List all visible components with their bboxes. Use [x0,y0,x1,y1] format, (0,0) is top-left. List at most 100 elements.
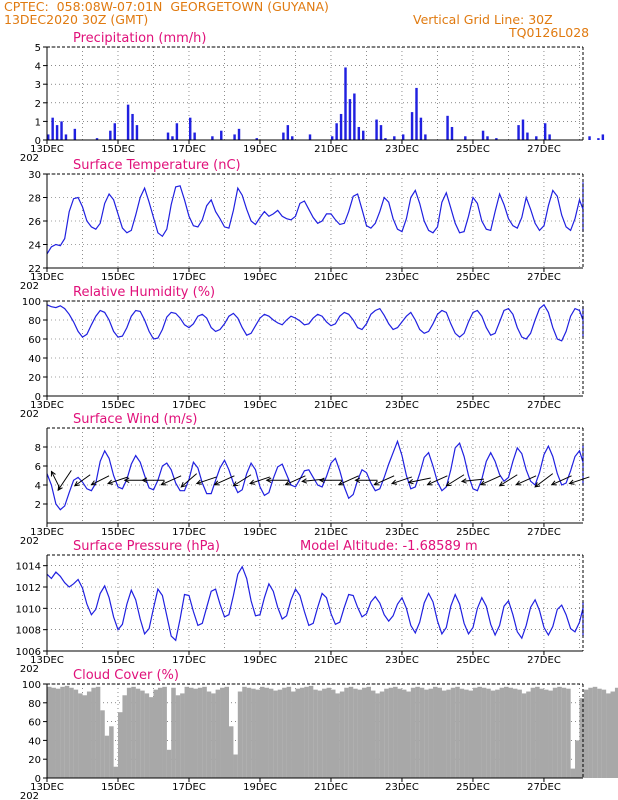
y-tick-label: 1006 [16,647,41,658]
precip-bar [588,136,591,140]
x-tick-label: 17DEC [172,400,206,411]
cloud-bar [592,686,598,778]
precip-bar [526,132,529,140]
cloud-bar [437,687,442,778]
y-tick-label: 26 [28,217,41,228]
cloud-bar [180,693,185,778]
cloud-bar [579,698,584,778]
cloud-bar [357,689,363,778]
precip-bar [415,87,418,140]
precip-bar [353,93,356,140]
wind-arrow [91,475,110,486]
cloud-bar [335,693,340,778]
precip-bar [543,123,547,140]
cloud-bar [464,689,469,778]
rh-series-line [46,303,584,342]
wind-arrow [391,476,413,485]
cloud-bar [486,688,491,778]
cloud-bar [375,693,380,778]
y-tick-label: 4 [35,481,41,492]
cloud-bar [153,689,159,778]
cloud-bar [481,687,487,778]
cloud-bar [126,687,132,778]
x-tick-label: 15DEC [101,144,135,155]
wind-arrow-head [550,480,557,486]
cloud-bar [220,687,225,778]
precip-bar [330,136,334,140]
wind-arrow-head [391,479,398,485]
cloud-bar [428,688,434,778]
cloud-bar [228,726,234,778]
cloud-bar [47,686,52,778]
cloud-bar [299,687,305,778]
wind-arrow [408,477,431,483]
year-label: 202 [20,281,39,292]
precip-bar [379,125,383,140]
cloud-bar [224,686,230,778]
x-tick-label: 13DEC [30,782,64,793]
cloud-bar [495,689,500,778]
precip-bar [362,130,365,140]
cloud-bar [539,688,545,778]
cloud-bar [583,689,589,778]
wind-arrow-head [213,480,220,486]
cloud-title: Cloud Cover (%) [73,668,179,683]
cloud-bar [388,687,394,778]
cloud-bar [202,686,207,778]
cloud-bar [401,689,407,778]
cloud-bar [384,688,389,778]
precip-bar [450,126,454,140]
x-tick-label: 23DEC [385,527,419,538]
y-tick-label: 60 [28,335,41,346]
wind-arrow-head [141,477,148,483]
wind-arrow [196,476,217,485]
cloud-bar [268,688,274,778]
cloud-bar [468,690,474,778]
precip-bar [166,132,170,140]
y-tick-label: 40 [28,354,41,365]
cloud-bar [197,687,203,778]
x-tick-label: 15DEC [101,272,135,283]
x-tick-label: 23DEC [385,782,419,793]
cloud-bar [552,687,558,778]
cloud-bar [610,691,616,778]
temp-title: Surface Temperature (nC) [73,158,241,173]
wind-arrow-head [515,480,522,486]
x-tick-label: 17DEC [172,655,206,666]
cloud-bar [277,689,283,778]
wind-arrow [249,476,271,485]
x-tick-label: 19DEC [243,272,277,283]
x-tick-label: 17DEC [172,527,206,538]
wind-arrow-head [50,470,56,477]
cloud-bar [543,689,549,778]
cloud-bar [259,686,265,778]
precip-bar [481,130,485,140]
cloud-bar [330,689,336,778]
y-tick-label: 8 [35,443,41,454]
y-tick-label: 20 [28,755,41,766]
cloud-bar [131,686,136,778]
wind-arrow-head [568,479,575,485]
y-tick-label: 60 [28,718,41,729]
wind-arrow-head [160,480,167,486]
x-tick-label: 13DEC [30,272,64,283]
year-label: 202 [20,791,39,800]
x-tick-label: 21DEC [314,527,348,538]
precip-bar [193,132,196,140]
precip-bar [95,138,99,140]
precip-bar [255,138,258,140]
cloud-bar [535,686,540,778]
y-tick-label: 4 [35,62,41,73]
cloud-bar [264,687,269,778]
precip-bar [335,123,338,140]
precip-bar [393,136,396,140]
precip-bar [109,130,112,140]
x-tick-label: 17DEC [172,272,206,283]
wind-arrow [57,470,72,491]
cloud-bar [308,685,314,778]
x-tick-label: 13DEC [30,527,64,538]
cloud-bar [135,688,141,778]
precip-bar [135,125,139,140]
cloud-bar [477,686,482,778]
model-altitude-label: Model Altitude: -1.68589 m [300,539,478,554]
